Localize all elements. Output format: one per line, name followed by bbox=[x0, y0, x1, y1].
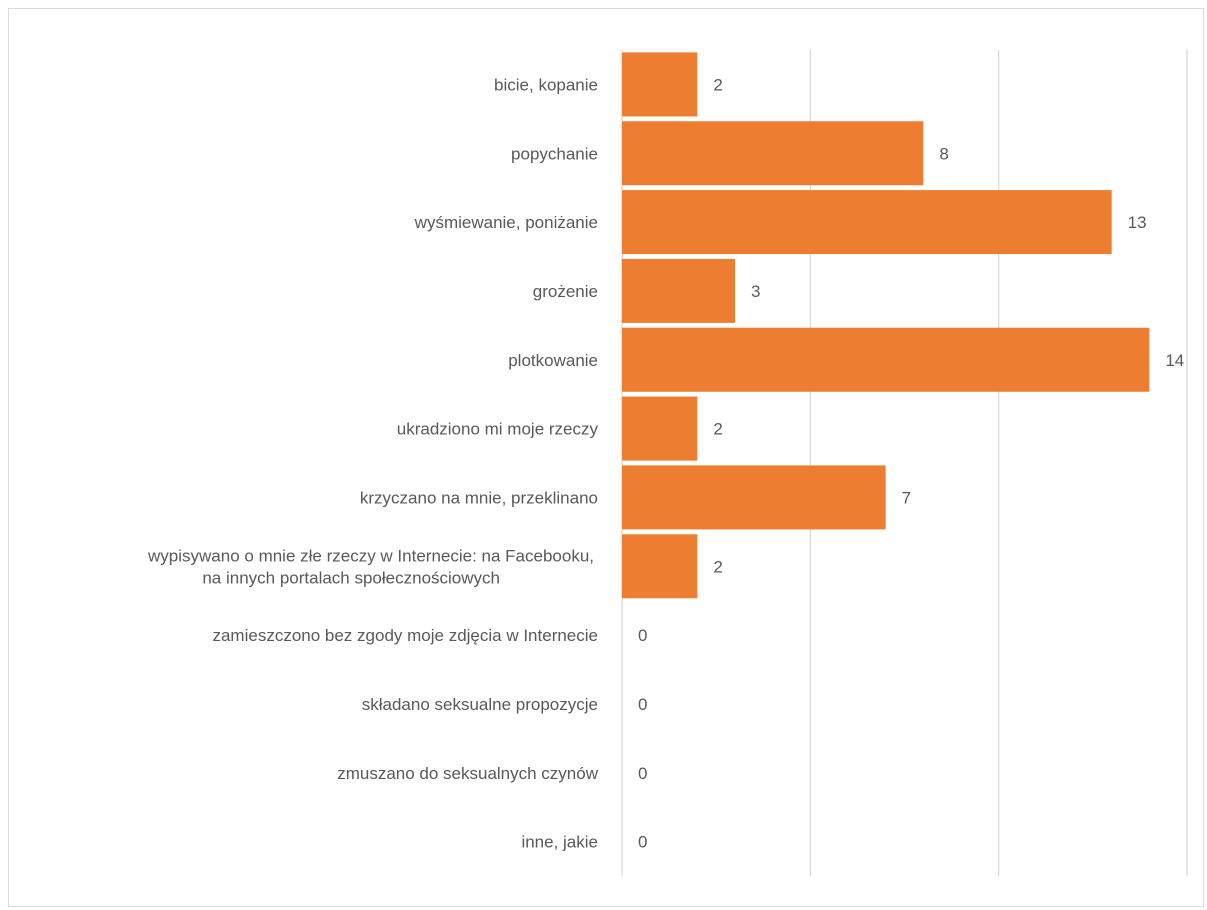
data-label-8: 0 bbox=[638, 626, 647, 645]
bar-7 bbox=[622, 534, 698, 599]
bar-0 bbox=[622, 52, 698, 117]
chart-frame bbox=[8, 8, 1204, 907]
category-label-9: składano seksualne propozycje bbox=[362, 695, 598, 714]
category-label-0: bicie, kopanie bbox=[494, 75, 598, 94]
category-label-line: inne, jakie bbox=[521, 833, 598, 852]
category-label-line: plotkowanie bbox=[508, 351, 598, 370]
category-label-11: inne, jakie bbox=[521, 833, 598, 852]
data-label-5: 2 bbox=[713, 420, 722, 439]
category-label-6: krzyczano na mnie, przeklinano bbox=[360, 488, 598, 507]
bar-4 bbox=[622, 327, 1150, 392]
category-label-5: ukradziono mi moje rzeczy bbox=[397, 420, 599, 439]
category-label-3: grożenie bbox=[533, 282, 598, 301]
data-label-9: 0 bbox=[638, 695, 647, 714]
grid-layer bbox=[621, 50, 1188, 876]
bar-3 bbox=[622, 258, 735, 323]
data-label-10: 0 bbox=[638, 764, 647, 783]
category-label-line: składano seksualne propozycje bbox=[362, 695, 598, 714]
bar-1 bbox=[622, 121, 924, 186]
category-label-line: popychanie bbox=[511, 144, 598, 163]
data-label-3: 3 bbox=[751, 282, 760, 301]
bar-2 bbox=[622, 190, 1112, 255]
category-label-line: zmuszano do seksualnych czynów bbox=[337, 764, 599, 783]
data-label-4: 14 bbox=[1165, 351, 1184, 370]
category-label-line: grożenie bbox=[533, 282, 598, 301]
data-label-0: 2 bbox=[713, 75, 722, 94]
data-label-6: 7 bbox=[902, 488, 911, 507]
data-label-7: 2 bbox=[713, 557, 722, 576]
bar-5 bbox=[622, 396, 698, 461]
data-label-11: 0 bbox=[638, 833, 647, 852]
data-label-1: 8 bbox=[939, 144, 948, 163]
label-layer: 2 bicie, kopanie 8 popychanie 13 wyśmiewanie,… bbox=[147, 75, 1184, 851]
category-label-4: plotkowanie bbox=[508, 351, 598, 370]
category-label-7: wypisywano o mnie złe rzeczy w Interneci… bbox=[147, 546, 594, 587]
category-label-2: wyśmiewanie, poniżanie bbox=[414, 213, 598, 232]
category-label-8: zamieszczono bez zgody moje zdjęcia w In… bbox=[212, 626, 598, 645]
category-label-10: zmuszano do seksualnych czynów bbox=[337, 764, 599, 783]
category-label-line: wyśmiewanie, poniżanie bbox=[414, 213, 598, 232]
category-label-line: na innych portalach społecznościowych bbox=[202, 568, 500, 587]
bar-layer bbox=[622, 52, 1150, 599]
category-label-line: ukradziono mi moje rzeczy bbox=[397, 420, 599, 439]
category-label-line: krzyczano na mnie, przeklinano bbox=[360, 488, 598, 507]
bar-6 bbox=[622, 465, 886, 530]
category-label-line: bicie, kopanie bbox=[494, 75, 598, 94]
category-label-1: popychanie bbox=[511, 144, 598, 163]
category-label-line: zamieszczono bez zgody moje zdjęcia w In… bbox=[212, 626, 598, 645]
category-label-line: wypisywano o mnie złe rzeczy w Interneci… bbox=[147, 546, 594, 565]
data-label-2: 13 bbox=[1128, 213, 1147, 232]
